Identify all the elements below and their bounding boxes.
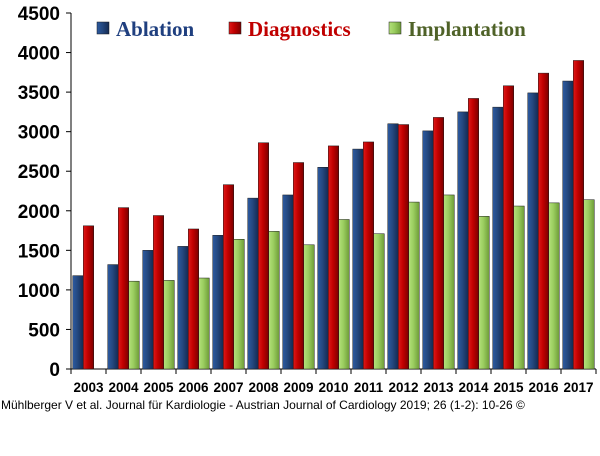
y-tick-label: 1000 [18,281,60,302]
bar-diagnostics-2014 [468,98,479,370]
bar-diagnostics-2003 [83,225,94,370]
legend-label-implantation: Implantation [408,17,526,41]
bar-implantation-2009 [303,244,315,370]
source-credit: Mühlberger V et al. Journal für Kardiolo… [1,398,525,412]
bar-implantation-2005 [163,280,175,370]
bar-ablation-2008 [247,197,259,370]
x-tick-label: 2007 [213,380,243,395]
bar-diagnostics-2012 [398,124,409,370]
bar-diagnostics-2016 [538,72,549,370]
legend: Ablation Diagnostics Implantation [96,17,526,41]
bar-implantation-2017 [583,199,595,370]
bar-diagnostics-2017 [573,60,584,370]
bar-ablation-2017 [562,80,574,370]
x-tick-label: 2006 [178,380,209,395]
bar-ablation-2006 [177,246,189,370]
bar-ablation-2013 [422,130,434,370]
legend-swatch-implantation [388,21,402,35]
y-tick-label: 3500 [18,83,60,104]
x-tick-label: 2012 [388,380,418,395]
bar-ablation-2015 [492,106,504,370]
bar-diagnostics-2015 [503,85,514,370]
x-tick-label: 2013 [423,380,454,395]
bar-ablation-2014 [457,111,469,370]
bar-ablation-2010 [317,167,329,370]
x-tick-label: 2005 [143,380,174,395]
x-tick-label: 2003 [73,380,104,395]
bars [72,60,595,370]
y-tick-label: 2000 [18,202,60,223]
bar-implantation-2012 [408,201,420,370]
bar-implantation-2016 [548,202,560,370]
legend-label-ablation: Ablation [116,17,195,41]
x-tick-label: 2008 [248,380,279,395]
bar-diagnostics-2013 [433,117,444,370]
bar-ablation-2012 [387,123,399,370]
bar-diagnostics-2004 [118,207,129,370]
bar-diagnostics-2010 [328,145,339,370]
bar-ablation-2007 [212,235,224,370]
bar-diagnostics-2011 [363,141,374,370]
bar-implantation-2015 [513,205,525,370]
bar-implantation-2004 [128,280,140,370]
y-tick-label: 4500 [18,4,60,25]
x-tick-label: 2009 [283,380,313,395]
bar-ablation-2016 [527,92,539,370]
bar-diagnostics-2007 [223,184,234,370]
x-tick-label: 2017 [563,380,593,395]
bar-ablation-2009 [282,194,294,370]
y-tick-label: 0 [49,360,60,381]
x-tick-label: 2014 [458,380,489,395]
y-tick-label: 2500 [18,162,60,183]
bar-implantation-2013 [443,194,455,370]
bar-diagnostics-2008 [258,142,269,370]
bar-implantation-2010 [338,219,350,370]
x-tick-label: 2016 [528,380,559,395]
bar-implantation-2007 [233,239,245,370]
y-axis: 0 500 1000 1500 2000 2500 3000 3500 4000 4500 [18,4,72,381]
bar-ablation-2011 [352,148,364,370]
bar-implantation-2008 [268,231,280,370]
bar-implantation-2006 [198,277,210,370]
bar-ablation-2004 [107,264,119,370]
bar-diagnostics-2009 [293,162,304,370]
bar-implantation-2011 [373,233,385,370]
legend-swatch-diagnostics [228,21,242,35]
y-tick-label: 1500 [18,241,60,262]
y-tick-label: 3000 [18,123,60,144]
legend-label-diagnostics: Diagnostics [248,17,351,41]
bar-diagnostics-2005 [153,215,164,370]
x-tick-label: 2010 [318,380,348,395]
bar-ablation-2005 [142,250,154,370]
legend-swatch-ablation [96,21,110,35]
bar-diagnostics-2006 [188,228,199,370]
bar-implantation-2014 [478,216,490,370]
x-tick-label: 2011 [354,380,384,395]
x-tick-label: 2004 [108,380,139,395]
x-axis: 2003 2004 2005 2006 2007 2008 2009 2010 2011 2012… [70,368,597,395]
y-tick-label: 500 [28,320,60,341]
y-tick-label: 4000 [18,44,60,65]
bar-ablation-2003 [72,275,84,370]
x-tick-label: 2015 [493,380,524,395]
